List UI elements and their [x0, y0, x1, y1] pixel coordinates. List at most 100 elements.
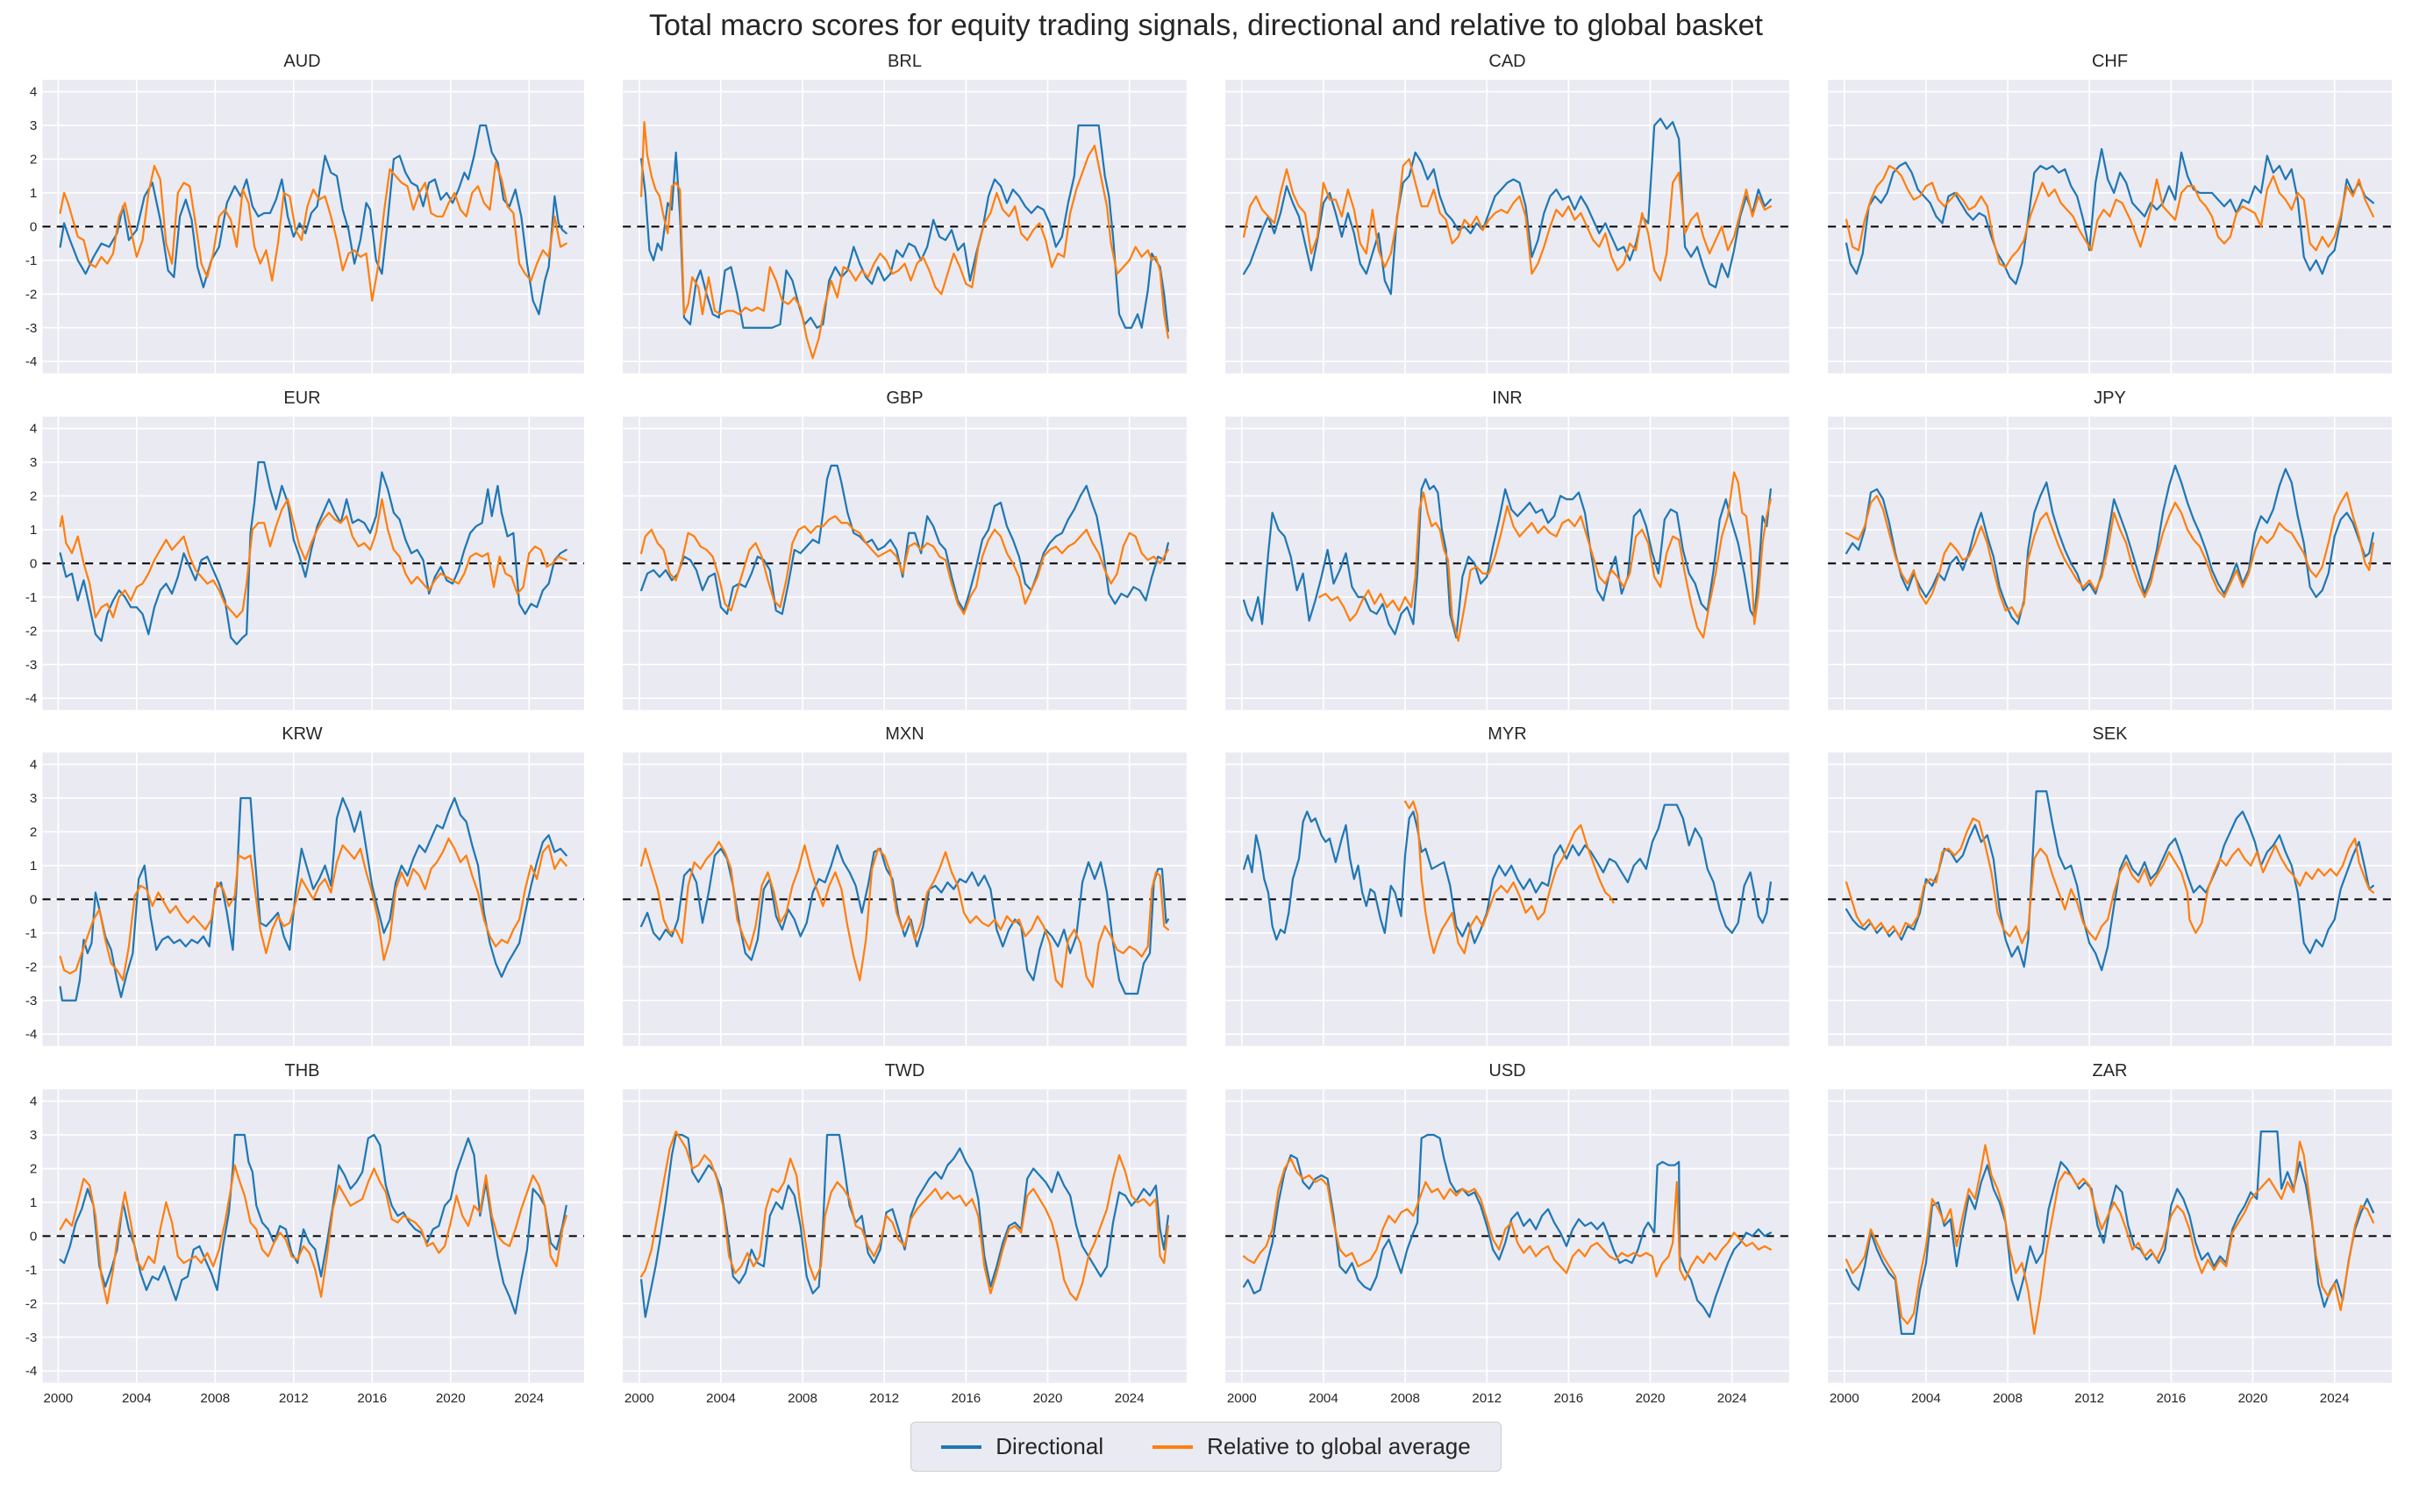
subplot-sek: SEK [1820, 724, 2400, 1052]
subplot-mxn: MXN [615, 724, 1195, 1052]
subplot-brl: BRL [615, 52, 1195, 380]
plot-area-cad [1225, 80, 1789, 374]
svg-text:2016: 2016 [357, 1391, 387, 1406]
svg-text:1: 1 [30, 523, 37, 538]
svg-text:-2: -2 [25, 287, 38, 302]
directional-line-swatch [941, 1444, 982, 1449]
svg-text:-2: -2 [25, 624, 38, 638]
svg-text:-1: -1 [25, 926, 38, 941]
svg-text:2024: 2024 [2320, 1391, 2350, 1406]
svg-text:0: 0 [30, 556, 37, 571]
subplot-title-thb: THB [284, 1061, 320, 1081]
svg-text:2000: 2000 [624, 1391, 654, 1406]
subplot-title-brl: BRL [888, 52, 922, 71]
figure: Total macro scores for equity trading si… [12, 9, 2400, 1473]
plot-area-brl [623, 80, 1187, 374]
subplot-usd: USD 2000 2004 2008 2012 2016 2020 2024 [1217, 1061, 1797, 1409]
subplot-title-zar: ZAR [2092, 1061, 2128, 1081]
plot-area-myr [1225, 752, 1789, 1047]
subplot-title-cad: CAD [1488, 52, 1526, 71]
subplot-title-krw: KRW [282, 724, 323, 745]
svg-text:1: 1 [30, 186, 37, 201]
plot-area-usd: 2000 2004 2008 2012 2016 2020 2024 [1225, 1089, 1789, 1406]
svg-text:2024: 2024 [1717, 1391, 1747, 1406]
subplot-title-inr: INR [1492, 388, 1523, 408]
svg-text:4: 4 [30, 85, 37, 100]
legend-item-directional: Directional [941, 1433, 1103, 1460]
subplot-title-jpy: JPY [2094, 388, 2126, 408]
svg-text:3: 3 [30, 455, 37, 470]
svg-text:-3: -3 [25, 1330, 38, 1345]
legend-label-relative: Relative to global average [1207, 1433, 1471, 1460]
svg-text:2012: 2012 [869, 1391, 899, 1406]
svg-text:2: 2 [30, 1162, 37, 1177]
svg-text:2012: 2012 [279, 1391, 309, 1406]
plot-area-twd: 2000 2004 2008 2012 2016 2020 2024 [623, 1089, 1187, 1406]
svg-text:2012: 2012 [1472, 1391, 1502, 1406]
svg-text:3: 3 [30, 1128, 37, 1143]
subplot-krw: KRW -4 -3 -2 -1 0 1 2 3 4 [12, 724, 592, 1052]
svg-text:2004: 2004 [1911, 1391, 1941, 1406]
subplot-title-usd: USD [1488, 1061, 1526, 1081]
svg-text:-4: -4 [25, 1028, 38, 1043]
svg-text:2016: 2016 [951, 1391, 981, 1406]
plot-area-sek [1828, 752, 2392, 1047]
subplot-inr: INR [1217, 389, 1797, 717]
svg-text:-4: -4 [25, 1364, 38, 1379]
plot-area-gbp [623, 416, 1187, 710]
svg-text:-3: -3 [25, 658, 38, 673]
svg-text:2020: 2020 [436, 1391, 466, 1406]
svg-text:0: 0 [30, 219, 37, 234]
svg-text:2000: 2000 [1830, 1391, 1859, 1406]
svg-text:2008: 2008 [788, 1391, 817, 1406]
subplot-thb: THB -4 -3 -2 -1 0 1 2 3 4 2000 2004 2008 2012 2016 202… [12, 1061, 592, 1409]
svg-text:3: 3 [30, 118, 37, 133]
subplot-chf: CHF [1820, 52, 2400, 380]
subplot-aud: AUD -4 -3 -2 -1 0 1 2 3 4 [12, 52, 592, 380]
svg-text:2008: 2008 [200, 1391, 230, 1406]
svg-text:2004: 2004 [1309, 1391, 1338, 1406]
svg-text:4: 4 [30, 758, 37, 773]
svg-text:2012: 2012 [2074, 1391, 2104, 1406]
subplot-grid: AUD -4 -3 -2 -1 0 1 2 3 4 BRL CAD CHF EUR -4 -3 -2… [12, 52, 2400, 1409]
plot-area-inr [1225, 416, 1789, 710]
figure-title: Total macro scores for equity trading si… [648, 9, 1763, 42]
subplot-eur: EUR -4 -3 -2 -1 0 1 2 3 4 [12, 389, 592, 717]
subplot-title-eur: EUR [283, 388, 321, 408]
svg-text:2000: 2000 [43, 1391, 73, 1406]
subplot-jpy: JPY [1820, 389, 2400, 717]
svg-text:2004: 2004 [706, 1391, 736, 1406]
legend-box: Directional Relative to global average [910, 1422, 1502, 1473]
svg-text:2: 2 [30, 825, 37, 840]
plot-area-zar: 2000 2004 2008 2012 2016 2020 2024 [1828, 1089, 2392, 1406]
svg-text:2020: 2020 [2238, 1391, 2268, 1406]
svg-text:-2: -2 [25, 960, 38, 975]
relative-line-swatch [1152, 1444, 1194, 1449]
subplot-title-myr: MYR [1488, 724, 1527, 745]
legend-label-directional: Directional [995, 1433, 1104, 1460]
legend: Directional Relative to global average [12, 1422, 2400, 1473]
svg-text:2020: 2020 [1033, 1391, 1063, 1406]
svg-text:0: 0 [30, 1230, 37, 1245]
svg-text:4: 4 [30, 1095, 37, 1109]
svg-text:2020: 2020 [1636, 1391, 1666, 1406]
svg-text:1: 1 [30, 859, 37, 874]
plot-area-krw: -4 -3 -2 -1 0 1 2 3 4 [25, 752, 584, 1047]
legend-item-relative: Relative to global average [1152, 1433, 1471, 1460]
subplot-gbp: GBP [615, 389, 1195, 717]
subplot-title-mxn: MXN [885, 724, 924, 745]
subplot-zar: ZAR 2000 2004 2008 2012 2016 2020 2024 [1820, 1061, 2400, 1409]
subplot-myr: MYR [1217, 724, 1797, 1052]
subplot-twd: TWD 2000 2004 2008 2012 2016 2020 2024 [615, 1061, 1195, 1409]
subplot-title-aud: AUD [283, 52, 321, 71]
plot-area-chf [1828, 80, 2392, 374]
subplot-title-sek: SEK [2092, 724, 2128, 745]
svg-text:2004: 2004 [122, 1391, 152, 1406]
plot-area-eur: -4 -3 -2 -1 0 1 2 3 4 [25, 416, 584, 710]
svg-text:-1: -1 [25, 253, 38, 268]
svg-text:3: 3 [30, 792, 37, 807]
svg-text:-1: -1 [25, 590, 38, 605]
svg-text:-4: -4 [25, 691, 38, 706]
svg-text:2: 2 [30, 489, 37, 503]
svg-text:-4: -4 [25, 354, 38, 369]
